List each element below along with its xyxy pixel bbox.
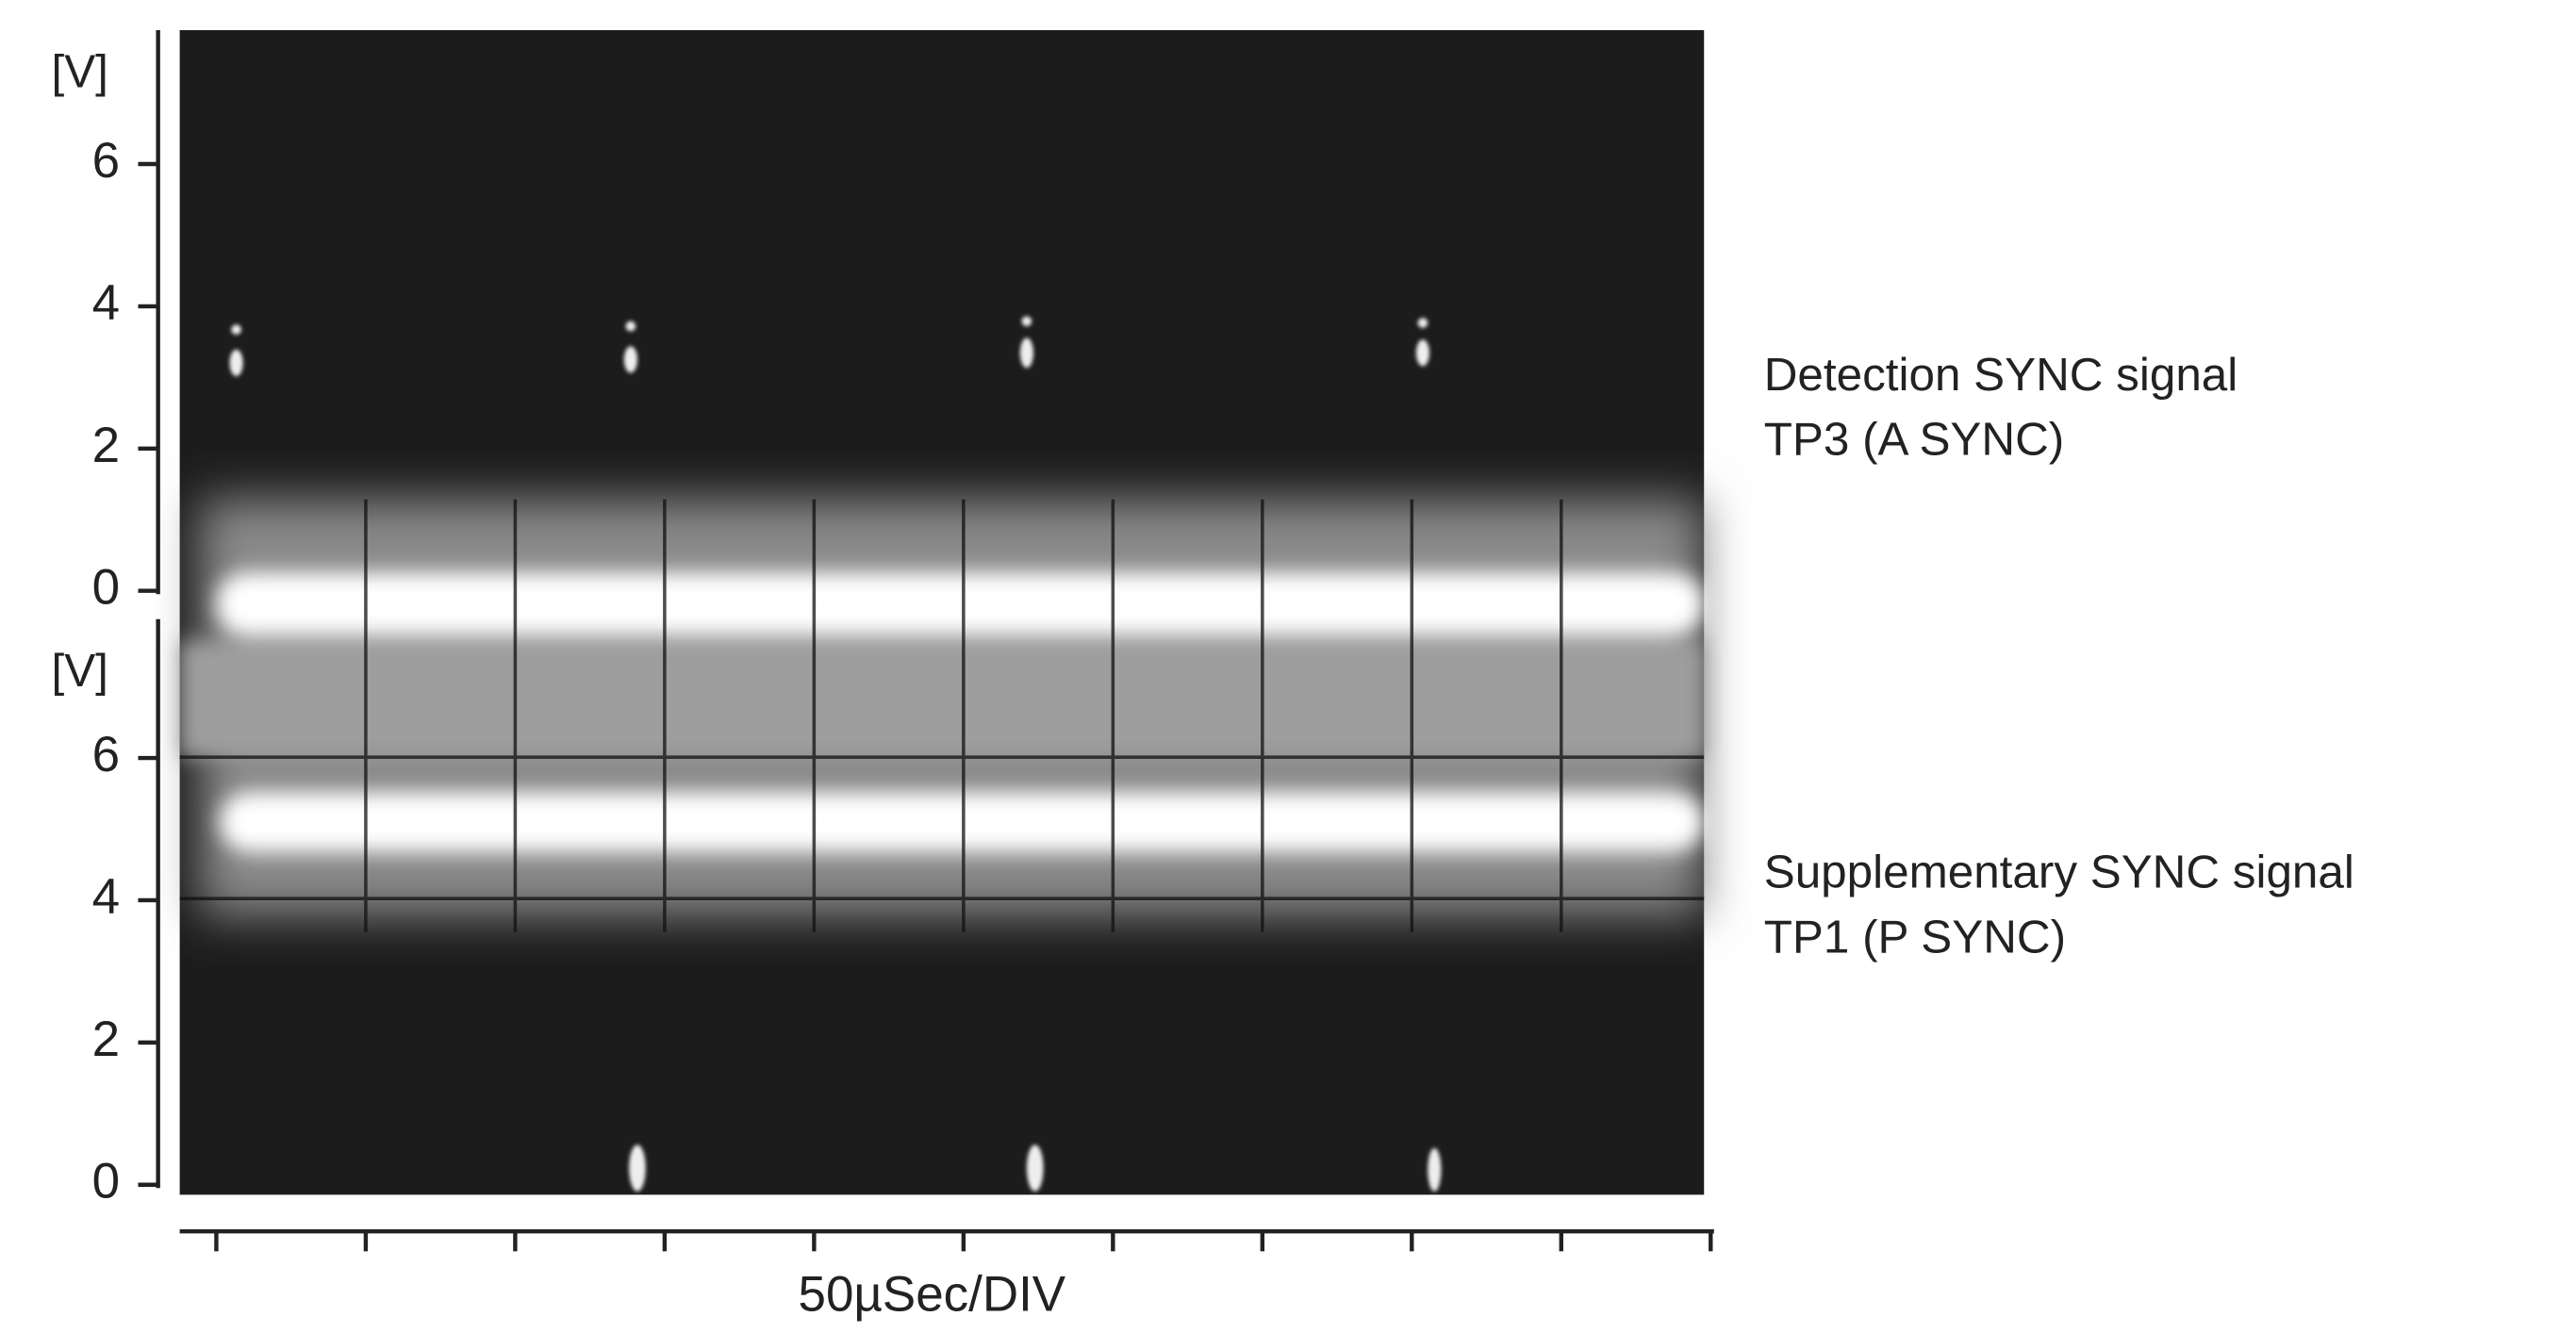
y-axis-unit: [V] — [52, 645, 108, 697]
y-tick-label: 0 — [92, 560, 120, 616]
axis-lines — [156, 29, 1714, 1234]
x-axis-label: 50µSec/DIV — [799, 1267, 1066, 1323]
pulse — [1417, 318, 1428, 328]
y-tick-label: 6 — [92, 727, 120, 782]
signal-name: Detection SYNC signal — [1764, 349, 2238, 401]
pulse — [629, 1144, 646, 1192]
pulse — [231, 324, 241, 335]
pulse — [1019, 337, 1033, 369]
y-tick-label: 4 — [92, 275, 120, 331]
pulse — [229, 349, 243, 377]
trace-top — [216, 572, 1705, 636]
signal-name: Supplementary SYNC signal — [1764, 847, 2354, 898]
test-point: TP1 (P SYNC) — [1764, 911, 2066, 963]
pulse — [1026, 1144, 1044, 1192]
y-axis-unit: [V] — [52, 46, 108, 98]
pulse — [623, 346, 637, 373]
sync-pulses — [229, 316, 1442, 1192]
trace-halo — [179, 640, 1705, 758]
pulse — [1428, 1147, 1442, 1192]
pulse — [625, 321, 636, 332]
y-tick-label: 4 — [92, 869, 120, 925]
graticule — [179, 499, 1705, 932]
y-tick-label: 6 — [92, 133, 120, 189]
pulse — [1415, 339, 1430, 367]
pulse — [1021, 316, 1032, 327]
y-tick-label: 2 — [92, 418, 120, 473]
y-tick-label: 0 — [92, 1154, 120, 1210]
test-point: TP3 (A SYNC) — [1764, 414, 2064, 466]
y-tick-label: 2 — [92, 1012, 120, 1067]
